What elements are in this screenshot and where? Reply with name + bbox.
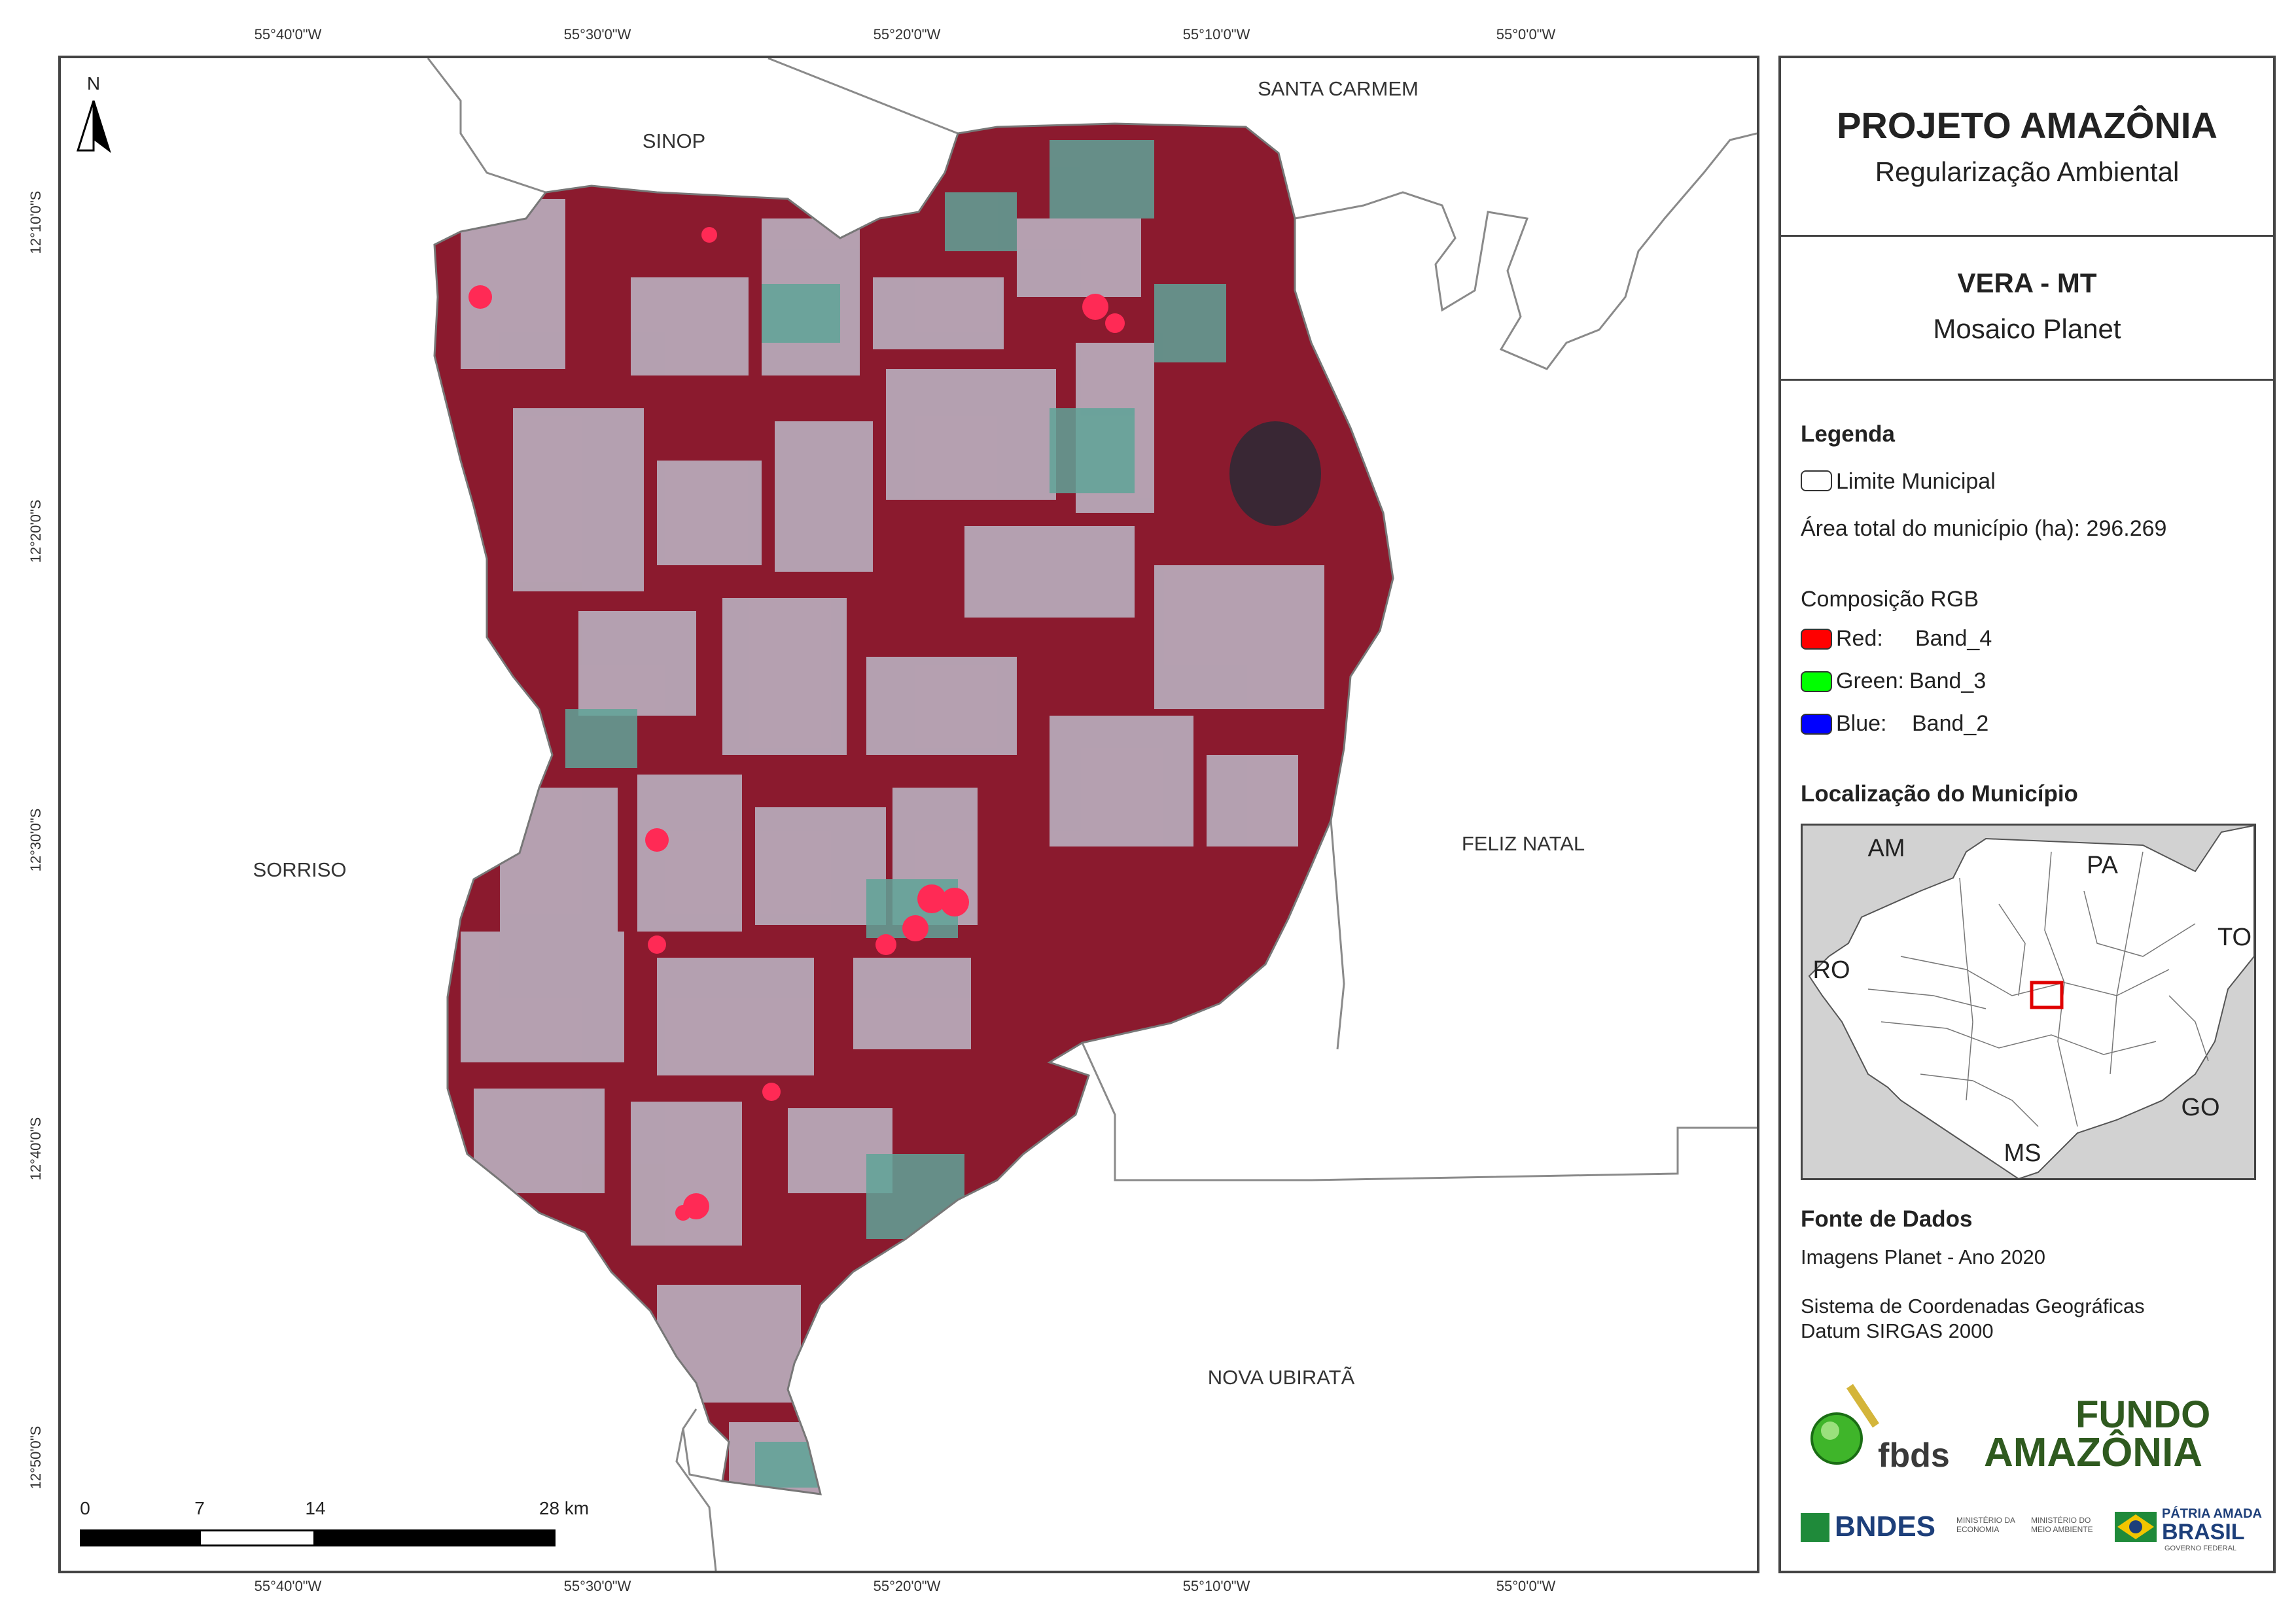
coord-top-3: 55°20'0"W <box>873 26 941 43</box>
scale-segment-3 <box>313 1529 556 1546</box>
bndes-logo-text: BNDES <box>1835 1510 1936 1543</box>
map-frame[interactable] <box>58 56 1759 1573</box>
bndes-logo: BNDES <box>1801 1509 1951 1548</box>
map-canvas[interactable] <box>61 58 1757 1571</box>
north-arrow: N <box>74 73 113 158</box>
mosaic-label: Mosaico Planet <box>1933 313 2121 344</box>
blue-band-name: Blue: <box>1836 711 1887 736</box>
scale-label-0: 0 <box>80 1498 90 1518</box>
coord-bottom-2: 55°30'0"W <box>563 1578 631 1594</box>
state-ro: RO <box>1812 956 1850 984</box>
green-band-value: Band_3 <box>1909 669 1987 693</box>
green-band-name: Green: <box>1836 669 1904 693</box>
coord-bottom-3: 55°20'0"W <box>873 1578 941 1594</box>
blue-swatch <box>1801 714 1832 735</box>
blue-band-value: Band_2 <box>1912 711 1989 736</box>
project-subtitle: Regularização Ambiental <box>1875 156 2180 187</box>
area-label: Área total do município (ha): 296.269 <box>1801 516 2167 541</box>
scale-label-7: 7 <box>194 1498 205 1518</box>
governo-federal: GOVERNO FEDERAL <box>2164 1544 2237 1552</box>
fundo-logo-line1: FUNDO <box>2075 1393 2211 1436</box>
municipality-title: VERA - MT <box>1957 268 2097 298</box>
scale-label-14: 14 <box>305 1498 326 1518</box>
fbds-logo-text: fbds <box>1878 1437 1950 1475</box>
ministerio-economia: MINISTÉRIO DA ECONOMIA <box>1956 1516 2015 1534</box>
location-heading: Localização do Município <box>1801 781 2078 807</box>
patria-line1: PÁTRIA AMADA <box>2162 1507 2262 1521</box>
state-am: AM <box>1867 835 1905 862</box>
state-ms: MS <box>2004 1140 2041 1167</box>
bndes-logo-icon <box>1801 1513 1829 1542</box>
state-to: TO <box>2217 924 2252 951</box>
fundo-amazonia-logo: FUNDO AMAZÔNIA <box>1984 1393 2259 1478</box>
vera-boundary <box>433 122 1394 1495</box>
sources-images: Imagens Planet - Ano 2020 <box>1801 1246 2045 1268</box>
brazil-flag-icon <box>2115 1512 2157 1542</box>
sources-crs-2: Datum SIRGAS 2000 <box>1801 1319 1994 1342</box>
coord-top-4: 55°10'0"W <box>1182 26 1250 43</box>
place-feliz-natal: FELIZ NATAL <box>1461 832 1585 855</box>
coord-left-4: 12°40'0"S <box>27 1117 44 1181</box>
legend-panel: PROJETO AMAZÔNIA Regularização Ambiental… <box>1778 56 2276 1573</box>
red-band-name: Red: <box>1836 626 1883 651</box>
limit-label: Limite Municipal <box>1836 469 1996 494</box>
place-santa-carmem: SANTA CARMEM <box>1258 77 1419 100</box>
location-map[interactable]: AM PA TO RO GO MS <box>1801 824 2256 1180</box>
mato-grosso-map <box>1808 826 2254 1178</box>
state-pa: PA <box>2087 852 2118 879</box>
legend-heading: Legenda <box>1801 421 1895 447</box>
ministerio-meio-ambiente: MINISTÉRIO DO MEIO AMBIENTE <box>2031 1516 2093 1534</box>
place-nova-ubirata: NOVA UBIRATÃ <box>1207 1366 1355 1389</box>
coord-left-3: 12°30'0"S <box>27 808 44 872</box>
scale-segment-2 <box>199 1529 315 1546</box>
red-band-value: Band_4 <box>1915 626 1992 651</box>
title-section <box>1781 58 2273 237</box>
scale-segment-1 <box>80 1529 201 1546</box>
rgb-heading: Composição RGB <box>1801 587 1979 612</box>
coord-left-1: 12°10'0"S <box>27 190 44 254</box>
green-swatch <box>1801 671 1832 692</box>
coord-top-1: 55°40'0"W <box>254 26 322 43</box>
sources-crs-1: Sistema de Coordenadas Geográficas <box>1801 1295 2145 1318</box>
neighbour-boundaries <box>427 58 1757 1571</box>
place-sinop: SINOP <box>642 130 706 152</box>
place-sorriso: SORRISO <box>253 858 347 881</box>
coord-bottom-5: 55°0'0"W <box>1496 1578 1556 1594</box>
fundo-logo-line2: AMAZÔNIA <box>1984 1430 2203 1475</box>
project-title: PROJETO AMAZÔNIA <box>1837 105 2217 146</box>
scale-label-28: 28 km <box>539 1498 590 1518</box>
north-arrow-icon <box>76 100 111 154</box>
coord-bottom-1: 55°40'0"W <box>254 1578 322 1594</box>
state-go: GO <box>2181 1094 2220 1121</box>
red-swatch <box>1801 629 1832 650</box>
coord-left-5: 12°50'0"S <box>27 1425 44 1490</box>
coord-bottom-4: 55°10'0"W <box>1182 1578 1250 1594</box>
municipality-section <box>1781 235 2273 381</box>
coord-left-2: 12°20'0"S <box>27 499 44 563</box>
patria-amada-logo: PÁTRIA AMADA BRASIL GOVERNO FEDERAL <box>2115 1504 2262 1556</box>
north-label: N <box>86 73 101 94</box>
fbds-logo-icon <box>1810 1384 1879 1465</box>
coord-top-2: 55°30'0"W <box>563 26 631 43</box>
fbds-logo: fbds <box>1801 1373 1964 1475</box>
vera-municipality <box>434 124 1393 1494</box>
sources-heading: Fonte de Dados <box>1801 1206 1973 1232</box>
coord-top-5: 55°0'0"W <box>1496 26 1556 43</box>
patria-line2: BRASIL <box>2162 1520 2245 1544</box>
limit-swatch <box>1801 470 1832 491</box>
